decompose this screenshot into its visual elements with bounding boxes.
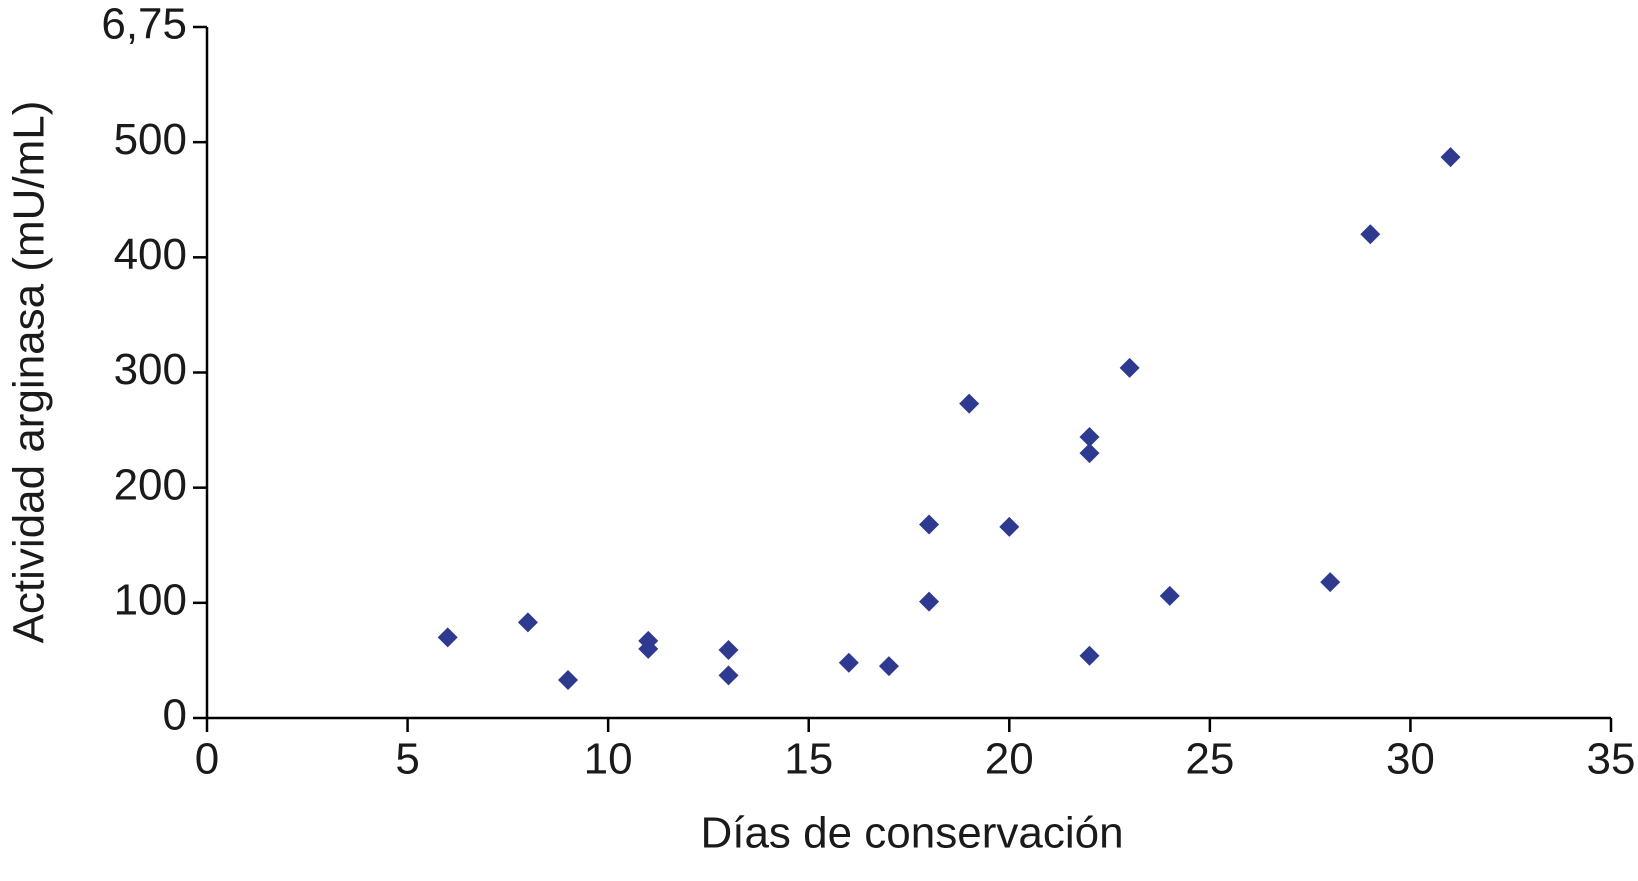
- y-tick-label: 400: [114, 230, 187, 279]
- x-tick-label: 30: [1386, 735, 1435, 784]
- point: [878, 656, 899, 677]
- point: [718, 665, 739, 686]
- point: [1119, 357, 1140, 378]
- point: [1320, 572, 1341, 593]
- y-tick-label: 6,75: [101, 0, 187, 49]
- point: [1360, 224, 1381, 245]
- y-tick-label: 300: [114, 345, 187, 394]
- y-tick-label: 100: [114, 575, 187, 624]
- point: [838, 652, 859, 673]
- point: [1079, 443, 1100, 464]
- x-tick-label: 0: [195, 735, 219, 784]
- point: [517, 612, 538, 633]
- point: [1440, 147, 1461, 168]
- point: [437, 627, 458, 648]
- x-tick-label: 20: [985, 735, 1034, 784]
- point: [919, 514, 940, 535]
- y-tick-label: 500: [114, 115, 187, 164]
- x-tick-label: 25: [1185, 735, 1234, 784]
- point: [1079, 645, 1100, 666]
- point: [558, 669, 579, 690]
- point: [718, 640, 739, 661]
- point: [919, 591, 940, 612]
- point: [638, 638, 659, 659]
- y-axis-title: Actividad arginasa (mU/mL): [5, 101, 54, 644]
- point: [959, 393, 980, 414]
- x-tick-label: 5: [395, 735, 419, 784]
- y-tick-label: 200: [114, 460, 187, 509]
- y-tick-label: 0: [163, 691, 187, 740]
- x-tick-label: 35: [1587, 735, 1636, 784]
- x-tick-label: 15: [784, 735, 833, 784]
- x-tick-label: 10: [584, 735, 633, 784]
- point: [1159, 585, 1180, 606]
- point: [999, 516, 1020, 537]
- point: [1079, 426, 1100, 447]
- x-axis-title: Días de conservación: [700, 809, 1123, 858]
